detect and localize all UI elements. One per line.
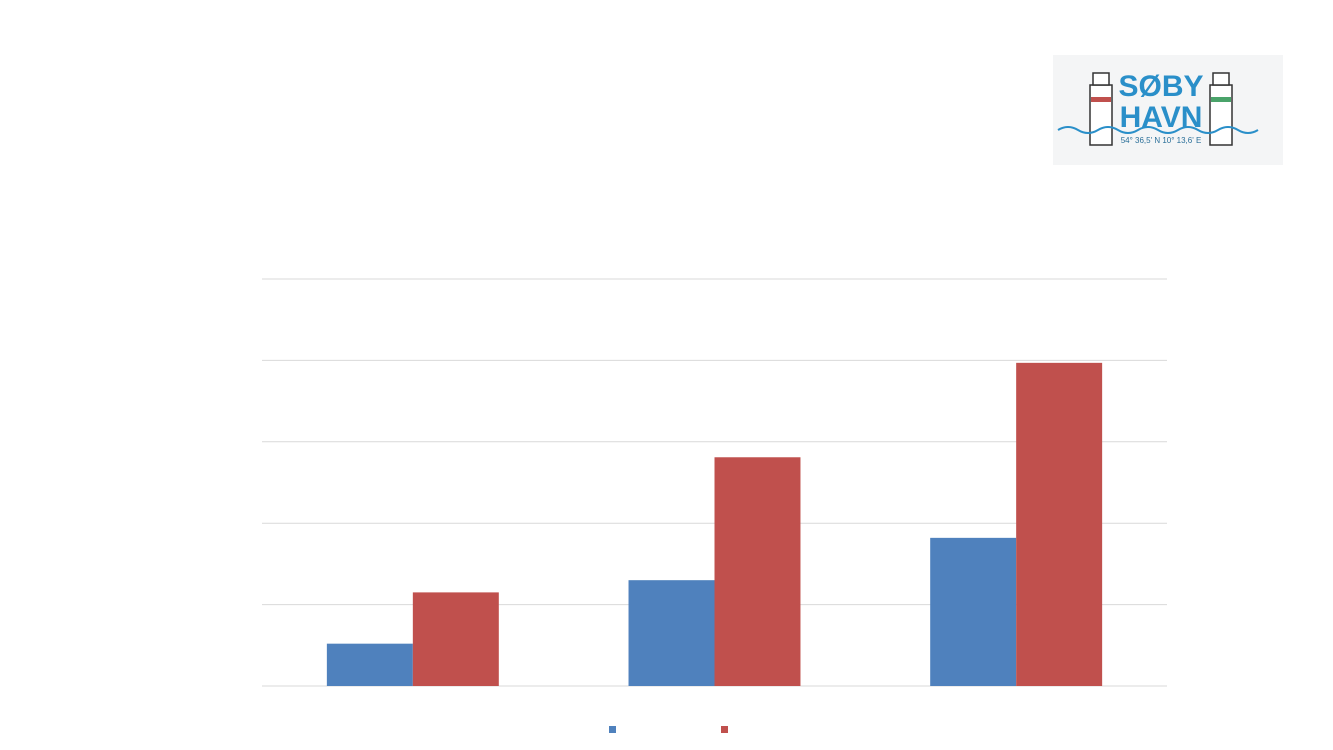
logo-line1: SØBY bbox=[1118, 70, 1203, 103]
chart bbox=[262, 278, 1167, 733]
legend-swatch bbox=[609, 726, 616, 733]
bar bbox=[412, 592, 499, 686]
logo-coords: 54° 36,5' N 10° 13,6' E bbox=[1121, 136, 1202, 145]
lighthouse-left bbox=[1089, 72, 1113, 146]
bar bbox=[714, 457, 801, 686]
logo: SØBY HAVN 54° 36,5' N 10° 13,6' E bbox=[1053, 55, 1283, 165]
logo-line2: HAVN bbox=[1120, 101, 1203, 134]
lighthouse-right bbox=[1209, 72, 1233, 146]
bar bbox=[628, 580, 715, 686]
logo-wave bbox=[1057, 126, 1259, 134]
bar bbox=[326, 643, 413, 686]
bar bbox=[1016, 362, 1103, 686]
legend-swatch bbox=[721, 726, 728, 733]
bar bbox=[930, 537, 1017, 686]
